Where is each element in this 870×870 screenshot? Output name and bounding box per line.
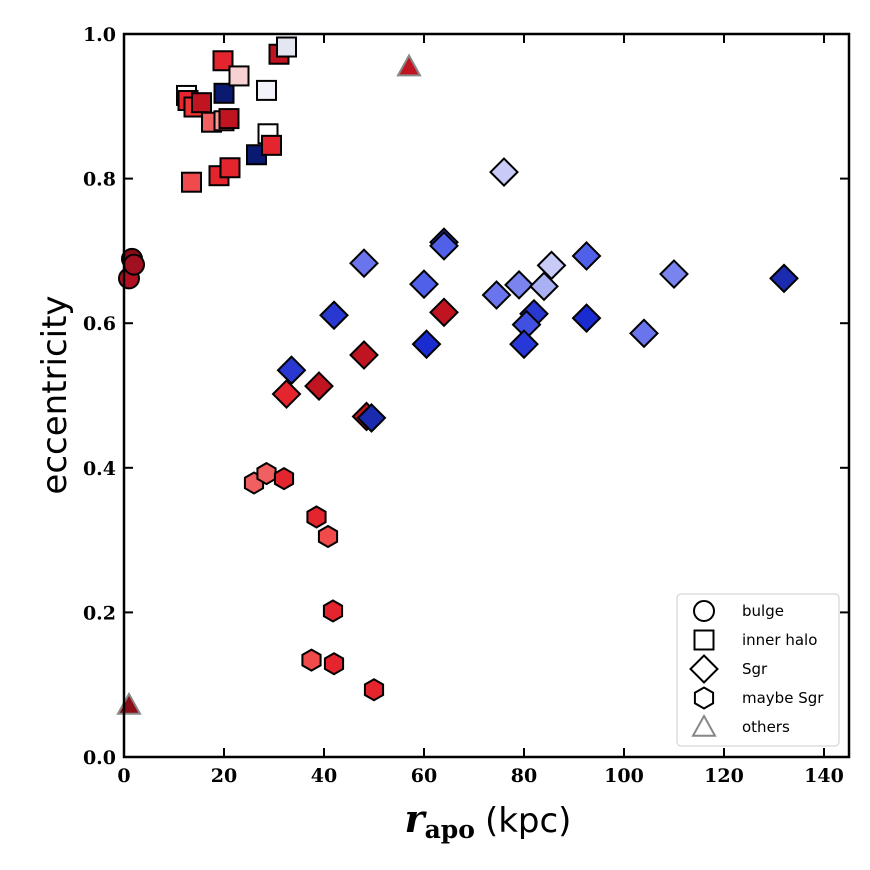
diamond-point bbox=[536, 250, 567, 281]
legend-marker-triangle bbox=[691, 713, 717, 737]
square-point bbox=[212, 50, 234, 72]
diamond-point bbox=[409, 269, 439, 300]
legend-label: maybe Sgr bbox=[742, 689, 824, 707]
hexagon-point bbox=[273, 466, 295, 491]
x-axis-subscript: apo bbox=[425, 815, 475, 844]
legend-marker-square bbox=[693, 629, 715, 651]
diamond-point bbox=[571, 303, 602, 334]
triangle-point bbox=[116, 691, 142, 715]
diamond-point bbox=[304, 371, 334, 402]
x-tick-label: 40 bbox=[311, 765, 337, 787]
x-tick-label: 80 bbox=[511, 765, 537, 787]
y-tick-label: 0.8 bbox=[83, 169, 116, 191]
legend-marker-hexagon bbox=[693, 686, 715, 710]
legend-label: others bbox=[742, 718, 790, 736]
hexagon-point bbox=[317, 524, 339, 549]
diamond-point bbox=[629, 318, 659, 349]
square-point bbox=[219, 157, 241, 179]
x-tick-label: 140 bbox=[804, 765, 844, 787]
legend-box bbox=[676, 593, 840, 747]
hexagon-point bbox=[363, 678, 385, 702]
circle-point bbox=[123, 253, 145, 276]
diamond-point bbox=[504, 269, 534, 300]
diamond-point bbox=[349, 340, 379, 370]
square-point bbox=[218, 108, 240, 130]
y-tick-label: 0.0 bbox=[83, 747, 116, 769]
x-tick-label: 0 bbox=[117, 765, 130, 787]
x-tick-label: 100 bbox=[604, 765, 644, 787]
square-point bbox=[181, 171, 202, 193]
diamond-point bbox=[271, 379, 302, 409]
diamond-point bbox=[276, 355, 307, 386]
diamond-point bbox=[356, 402, 387, 433]
diamond-point bbox=[481, 280, 512, 310]
plot-area-frame bbox=[122, 32, 851, 759]
hexagon-point bbox=[256, 461, 277, 486]
x-tick-label: 60 bbox=[411, 765, 437, 787]
diamond-point bbox=[349, 248, 379, 279]
y-tick-label: 1.0 bbox=[83, 24, 116, 46]
hexagon-point bbox=[301, 648, 322, 672]
legend-label: inner halo bbox=[742, 631, 817, 649]
diamond-point bbox=[429, 230, 459, 261]
hexagon-point bbox=[322, 599, 344, 623]
square-point bbox=[256, 79, 277, 101]
tick-labels: 0 20 40 60 80 100 120 140 0.0 0.2 0.4 0.6 0.8 1.0 bbox=[83, 24, 844, 787]
hexagon-point bbox=[306, 505, 327, 529]
x-tick-label: 20 bbox=[211, 765, 237, 787]
diamond-point bbox=[571, 241, 602, 271]
hexagon-point bbox=[323, 652, 345, 676]
square-point bbox=[261, 134, 282, 156]
x-axis-unit: (kpc) bbox=[485, 801, 572, 841]
legend-label: bulge bbox=[742, 602, 784, 620]
legend-marker-diamond bbox=[689, 654, 719, 684]
diamond-point bbox=[769, 263, 799, 294]
y-tick-label: 0.6 bbox=[83, 313, 116, 335]
diamond-point bbox=[659, 259, 689, 289]
legend-label: Sgr bbox=[742, 660, 768, 678]
legend-marker-circle bbox=[693, 600, 715, 622]
square-point bbox=[213, 82, 235, 104]
y-axis-label: eccentricity bbox=[35, 295, 75, 494]
square-point bbox=[228, 65, 250, 87]
y-tick-label: 0.2 bbox=[83, 602, 116, 624]
diamond-point bbox=[509, 329, 539, 360]
y-tick-label: 0.4 bbox=[83, 458, 116, 480]
triangle-point bbox=[396, 53, 422, 77]
diamond-point bbox=[429, 297, 459, 328]
diamond-point bbox=[411, 329, 442, 360]
diamond-point bbox=[319, 300, 349, 331]
x-axis-symbol: r bbox=[405, 796, 428, 841]
square-point bbox=[191, 92, 212, 114]
square-point bbox=[276, 36, 297, 58]
diamond-point bbox=[489, 157, 519, 188]
x-tick-label: 120 bbox=[704, 765, 744, 787]
diamond-point bbox=[529, 271, 559, 302]
legend: bulge inner halo Sgr maybe Sgr others bbox=[676, 593, 840, 747]
data-points bbox=[116, 36, 799, 715]
x-axis-label: rapo (kpc) bbox=[405, 796, 572, 844]
